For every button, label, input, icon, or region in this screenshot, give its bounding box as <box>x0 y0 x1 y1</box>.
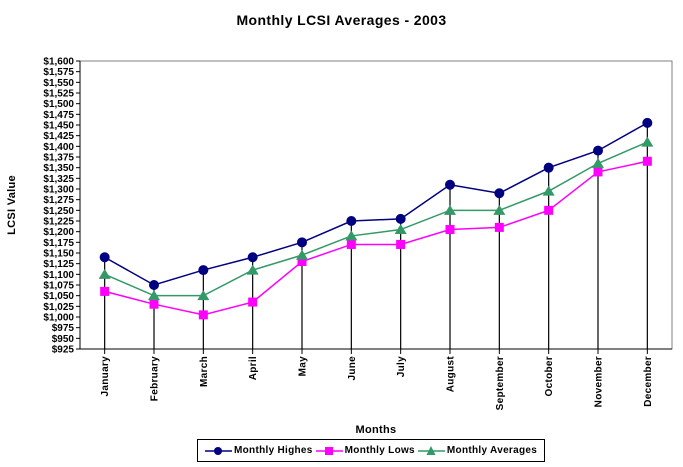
x-tick-label: March <box>199 356 210 387</box>
x-tick-label: July <box>396 356 407 377</box>
x-tick-label: June <box>347 356 358 381</box>
data-point-square <box>642 156 652 166</box>
y-tick-label: $1,075 <box>43 281 74 292</box>
data-point-circle <box>642 117 653 128</box>
x-tick-label: April <box>248 356 259 380</box>
y-tick-label: $1,175 <box>43 238 74 249</box>
data-point-triangle <box>345 230 358 241</box>
y-tick-label: $1,025 <box>43 302 74 313</box>
x-axis-title: Months <box>356 424 397 436</box>
y-tick-label: $1,275 <box>43 195 74 206</box>
x-tick-label: October <box>544 356 555 396</box>
legend-lows-marker-icon <box>315 446 343 455</box>
data-point-square <box>544 205 554 215</box>
x-tick-label: February <box>150 356 161 401</box>
y-tick-label: $1,125 <box>43 259 74 270</box>
x-tick-label: May <box>298 356 309 376</box>
y-tick-label: $1,050 <box>43 291 74 302</box>
data-point-circle <box>297 237 307 248</box>
y-tick-label: $1,425 <box>43 131 74 142</box>
y-axis-title: LCSI Value <box>6 175 18 235</box>
y-tick-label: $975 <box>52 323 75 334</box>
y-tick-label: $1,300 <box>43 185 74 196</box>
data-point-circle <box>445 179 455 190</box>
data-point-triangle <box>394 224 407 235</box>
x-tick-label: September <box>495 356 506 410</box>
data-point-triangle <box>542 185 555 196</box>
legend-label-monthly-highes: Monthly Highes <box>234 445 313 456</box>
legend-label-monthly-lows: Monthly Lows <box>344 445 415 456</box>
legend: Monthly Highes Monthly Lows Monthly Aver… <box>197 439 546 462</box>
data-point-circle <box>247 252 258 263</box>
data-point-triangle <box>493 204 506 215</box>
legend-item-monthly-averages: Monthly Averages <box>417 445 538 456</box>
data-point-circle <box>346 216 357 226</box>
x-tick-label: January <box>100 356 111 397</box>
y-tick-label: $1,000 <box>43 313 74 324</box>
y-tick-label: $1,200 <box>43 227 74 238</box>
y-tick-label: $1,575 <box>43 67 74 78</box>
y-tick-label: $1,150 <box>43 249 74 260</box>
y-tick-label: $1,475 <box>43 110 74 121</box>
data-point-circle <box>543 162 554 173</box>
data-point-circle <box>395 213 406 224</box>
data-point-circle <box>149 280 159 290</box>
data-point-square <box>248 297 258 307</box>
y-tick-label: $1,500 <box>43 99 74 110</box>
y-tick-label: $1,225 <box>43 217 74 228</box>
data-point-square <box>494 222 504 232</box>
legend-item-monthly-highes: Monthly Highes <box>205 445 313 456</box>
y-tick-label: $1,400 <box>43 142 74 153</box>
series-line-1 <box>104 160 648 316</box>
data-point-square <box>198 310 208 320</box>
y-tick-label: $925 <box>52 345 75 356</box>
data-point-triangle <box>148 290 160 301</box>
legend-highs-marker-icon <box>205 446 232 455</box>
data-point-triangle <box>641 136 654 147</box>
y-tick-label: $1,325 <box>43 174 74 185</box>
data-point-square <box>445 225 455 235</box>
x-tick-label: August <box>446 356 457 393</box>
y-tick-label: $1,375 <box>43 153 74 164</box>
y-tick-label: $1,250 <box>43 206 74 217</box>
data-point-triangle <box>592 157 604 168</box>
data-point-square <box>593 167 603 177</box>
data-point-triangle <box>197 290 210 301</box>
data-point-circle <box>198 265 209 276</box>
data-point-square <box>149 299 159 309</box>
data-point-square <box>100 286 110 296</box>
y-tick-label: $1,350 <box>43 163 74 174</box>
y-tick-label: $1,525 <box>43 89 74 100</box>
data-point-square <box>346 239 356 249</box>
series-line-2 <box>104 141 648 297</box>
series-line-0 <box>104 122 648 286</box>
y-tick-label: $950 <box>52 334 75 345</box>
data-point-circle <box>99 252 110 263</box>
legend-averages-marker-icon <box>417 445 445 455</box>
data-point-square <box>297 257 307 267</box>
data-point-circle <box>593 145 603 156</box>
legend-item-monthly-lows: Monthly Lows <box>315 445 415 456</box>
y-tick-label: $1,550 <box>43 78 74 89</box>
legend-label-monthly-averages: Monthly Averages <box>446 445 538 456</box>
plot-border <box>79 60 673 350</box>
y-tick-label: $1,450 <box>43 121 74 132</box>
data-point-triangle <box>246 264 259 275</box>
data-point-circle <box>494 188 505 199</box>
data-point-triangle <box>444 204 456 215</box>
chart-title: Monthly LCSI Averages - 2003 <box>236 12 447 28</box>
y-tick-label: $1,600 <box>43 57 74 68</box>
x-tick-label: December <box>643 356 654 407</box>
data-point-square <box>396 239 406 249</box>
y-tick-label: $1,100 <box>43 270 74 281</box>
x-tick-label: November <box>594 356 605 407</box>
data-point-triangle <box>296 249 308 260</box>
data-point-triangle <box>98 268 111 279</box>
